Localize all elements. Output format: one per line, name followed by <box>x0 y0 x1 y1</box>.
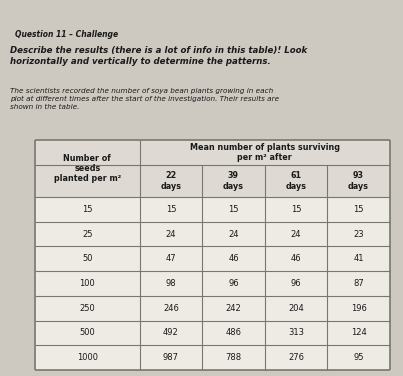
Text: Question 11 – Challenge: Question 11 – Challenge <box>15 30 118 39</box>
Text: 500: 500 <box>79 328 95 337</box>
Text: 24: 24 <box>291 230 301 238</box>
Text: 987: 987 <box>163 353 179 362</box>
Text: The scientists recorded the number of soya bean plants growing in each
plot at d: The scientists recorded the number of so… <box>10 88 279 110</box>
Text: 15: 15 <box>166 205 176 214</box>
Text: 788: 788 <box>225 353 241 362</box>
Bar <box>35 165 390 197</box>
Text: 1000: 1000 <box>77 353 98 362</box>
Text: 250: 250 <box>79 304 95 313</box>
Text: 96: 96 <box>228 279 239 288</box>
Text: 24: 24 <box>228 230 239 238</box>
Text: 46: 46 <box>291 254 301 263</box>
Text: 39
days: 39 days <box>223 171 244 191</box>
Text: 87: 87 <box>353 279 364 288</box>
Text: 23: 23 <box>353 230 364 238</box>
Text: Describe the results (there is a lot of info in this table)! Look
horizontally a: Describe the results (there is a lot of … <box>10 46 307 67</box>
Text: 15: 15 <box>82 205 93 214</box>
Text: 25: 25 <box>82 230 93 238</box>
Text: 246: 246 <box>163 304 179 313</box>
Text: 204: 204 <box>288 304 304 313</box>
Text: 124: 124 <box>351 328 366 337</box>
Text: 46: 46 <box>228 254 239 263</box>
Text: 486: 486 <box>225 328 241 337</box>
Text: 47: 47 <box>166 254 176 263</box>
Text: 95: 95 <box>353 353 364 362</box>
Text: 98: 98 <box>166 279 176 288</box>
Text: Number of
seeds
planted per m²: Number of seeds planted per m² <box>54 154 121 183</box>
Text: 22
days: 22 days <box>160 171 181 191</box>
Bar <box>35 140 390 370</box>
Text: 242: 242 <box>226 304 241 313</box>
Text: 41: 41 <box>353 254 364 263</box>
Text: 15: 15 <box>353 205 364 214</box>
Bar <box>35 140 140 197</box>
Text: 196: 196 <box>351 304 366 313</box>
Text: 276: 276 <box>288 353 304 362</box>
Text: 96: 96 <box>291 279 301 288</box>
Text: Mean number of plants surviving
per m² after: Mean number of plants surviving per m² a… <box>190 143 340 162</box>
Text: 15: 15 <box>228 205 239 214</box>
Text: 50: 50 <box>82 254 93 263</box>
Text: 93
days: 93 days <box>348 171 369 191</box>
Text: 24: 24 <box>166 230 176 238</box>
Bar <box>140 140 390 165</box>
Text: 313: 313 <box>288 328 304 337</box>
Text: 492: 492 <box>163 328 179 337</box>
Text: 15: 15 <box>291 205 301 214</box>
Text: 100: 100 <box>79 279 95 288</box>
Text: 61
days: 61 days <box>285 171 306 191</box>
